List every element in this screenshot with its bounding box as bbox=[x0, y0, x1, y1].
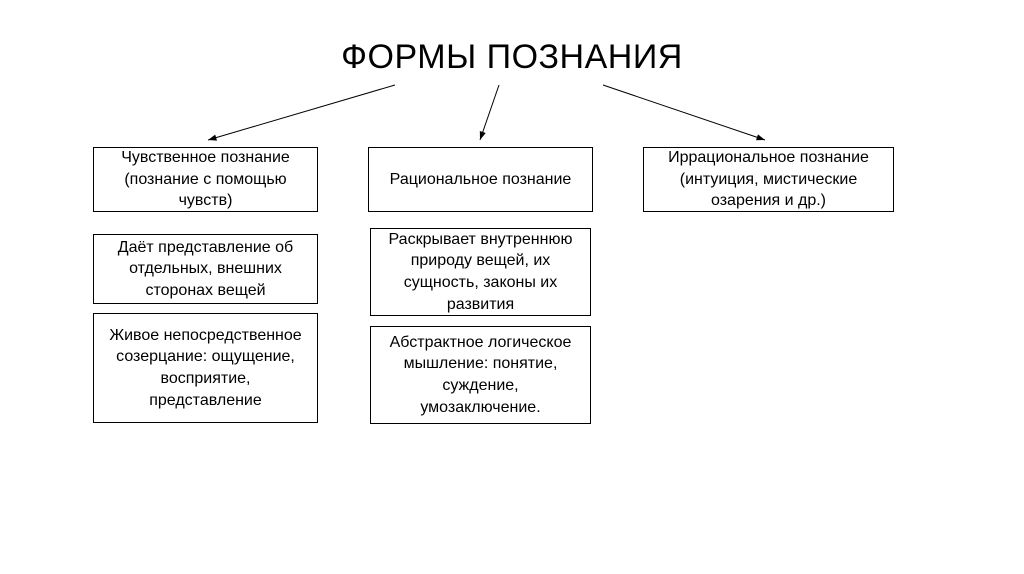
box-label: Раскрывает внутреннюю природу вещей, их … bbox=[381, 229, 580, 315]
diagram-title: ФОРМЫ ПОЗНАНИЯ bbox=[0, 38, 1024, 77]
box-sensory-desc1: Даёт представление об отдельных, внешних… bbox=[93, 234, 318, 304]
box-irrational-main: Иррациональное познание (интуиция, мисти… bbox=[643, 147, 894, 212]
box-label: Чувственное познание (познание с помощью… bbox=[104, 147, 307, 212]
box-rational-main: Рациональное познание bbox=[368, 147, 593, 212]
box-label: Иррациональное познание (интуиция, мисти… bbox=[654, 147, 883, 212]
box-rational-desc2: Абстрактное логическое мышление: понятие… bbox=[370, 326, 591, 424]
box-label: Рациональное познание bbox=[390, 169, 572, 191]
box-sensory-desc2: Живое непосредственное созерцание: ощуще… bbox=[93, 313, 318, 423]
box-rational-desc1: Раскрывает внутреннюю природу вещей, их … bbox=[370, 228, 591, 316]
box-label: Живое непосредственное созерцание: ощуще… bbox=[104, 325, 307, 411]
box-sensory-main: Чувственное познание (познание с помощью… bbox=[93, 147, 318, 212]
box-label: Даёт представление об отдельных, внешних… bbox=[104, 237, 307, 302]
box-label: Абстрактное логическое мышление: понятие… bbox=[381, 332, 580, 418]
